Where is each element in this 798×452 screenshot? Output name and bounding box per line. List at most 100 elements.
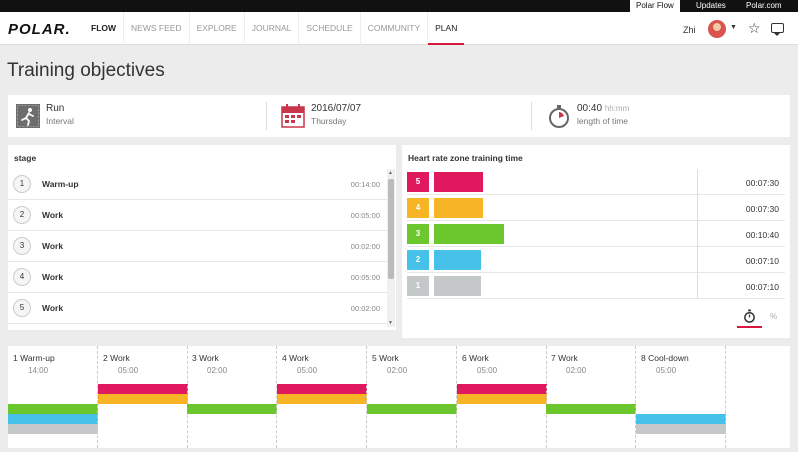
segment-number: 8 [641,353,646,363]
nav-news-feed[interactable]: NEWS FEED [123,12,189,45]
segment-divider [635,346,636,448]
stage-duration: 00:05:00 [350,211,380,220]
nav-schedule[interactable]: SCHEDULE [298,12,359,45]
segment-divider [187,346,188,448]
sport-name: Run [46,103,65,114]
main-nav: POLAR. FLOW NEWS FEED EXPLORE JOURNAL SC… [0,12,798,45]
segment-name: Work [289,353,309,363]
segment-name: Work [558,353,578,363]
timeline-segment[interactable]: 7 Work 02:00 [546,346,636,448]
zone-bar [434,172,483,192]
segment-name: Work [199,353,219,363]
zone-band [636,424,726,434]
zone-divider [697,221,698,247]
zone-divider [697,247,698,273]
segment-divider [456,346,457,448]
segment-number: 4 [282,353,287,363]
segment-label: 6 Work [462,353,489,363]
zone-row: 3 00:10:40 [407,221,785,247]
zone-number-badge: 2 [407,250,429,270]
segment-number: 5 [372,353,377,363]
segment-label: 1 Warm-up [13,353,55,363]
chevron-down-icon[interactable]: ▼ [730,24,737,31]
summary-duration: 00:40 hh:mm length of time [539,95,789,137]
star-icon[interactable]: ☆ [748,20,761,36]
zone-list: 5 00:07:30 4 00:07:30 3 00:10:40 2 00:07:10 1 00:… [407,169,785,299]
zone-row: 2 00:07:10 [407,247,785,273]
nav-explore[interactable]: EXPLORE [188,12,244,45]
username[interactable]: Zhi [683,25,696,35]
percent-toggle[interactable]: % [770,312,778,321]
zone-band [367,404,457,414]
zone-row: 5 00:07:30 [407,169,785,195]
stage-row[interactable]: 4 Work 00:05:00 [8,262,388,293]
timeline-segment[interactable]: 8 Cool-down 05:00 [636,346,726,448]
zone-band [277,394,367,404]
zone-bar [434,224,504,244]
stage-list[interactable]: 1 Warm-up 00:14:00 2 Work 00:05:00 3 Work 00:02:… [8,169,388,330]
stopwatch-toggle-icon[interactable] [743,309,756,323]
zone-bar [434,250,481,270]
stopwatch-icon [549,105,569,128]
stage-duration: 00:14:00 [350,180,380,189]
stage-name: Work [42,210,64,220]
timeline-segment[interactable]: 6 Work 05:00 [457,346,547,448]
stages-card: stage 1 Warm-up 00:14:00 2 Work 00:05:00 3 Work… [8,145,396,330]
polar-logo[interactable]: POLAR. [8,21,71,38]
nav-journal[interactable]: JOURNAL [243,12,299,45]
zone-view-toggle: % [737,308,787,330]
stage-duration: 00:05:00 [350,273,380,282]
zone-bar [434,276,481,296]
stage-row[interactable]: 5 Work 00:02:00 [8,293,388,324]
stage-row[interactable]: 1 Warm-up 00:14:00 [8,169,388,200]
timeline-segment[interactable]: 3 Work 02:00 [187,346,277,448]
top-link-polar-flow[interactable]: Polar Flow [630,0,680,12]
stage-row[interactable]: 2 Work 00:05:00 [8,200,388,231]
zone-divider [697,169,698,195]
zone-time: 00:10:40 [745,230,779,240]
segment-label: 4 Work [282,353,309,363]
nav-community[interactable]: COMMUNITY [359,12,427,45]
segment-duration: 05:00 [297,366,318,375]
stage-row[interactable]: 6Work00:05:00 [8,324,388,330]
top-link-updates[interactable]: Updates [696,1,726,10]
segment-divider [366,346,367,448]
segment-name: Work [469,353,489,363]
zone-band [98,394,188,404]
segment-number: 7 [551,353,556,363]
segment-divider [546,346,547,448]
zone-number-badge: 5 [407,172,429,192]
stage-list-scrollbar[interactable]: ▲ ▼ [387,169,395,327]
segment-name: Work [110,353,130,363]
scroll-thumb[interactable] [388,179,394,279]
duration-label: length of time [577,116,629,126]
stages-title: stage [14,153,37,163]
nav-items: FLOW NEWS FEED EXPLORE JOURNAL SCHEDULE … [84,12,465,45]
nav-flow[interactable]: FLOW [91,23,117,33]
timeline-segment[interactable]: 1 Warm-up 14:00 [8,346,98,448]
segment-number: 1 [13,353,18,363]
avatar[interactable] [708,20,726,38]
timeline-segment[interactable]: 2 Work 05:00 [98,346,188,448]
scroll-down-icon[interactable]: ▼ [388,320,393,326]
zone-number-badge: 3 [407,224,429,244]
segment-label: 3 Work [192,353,219,363]
workout-date: 2016/07/07 [311,103,362,114]
workout-weekday: Thursday [311,116,347,126]
zone-number-badge: 4 [407,198,429,218]
zone-band [636,414,726,424]
stage-duration: 00:02:00 [350,242,380,251]
segment-number: 3 [192,353,197,363]
timeline-segment[interactable]: 4 Work 05:00 [277,346,367,448]
segment-divider [725,346,726,448]
timeline-segment[interactable]: 5 Work 02:00 [367,346,457,448]
message-icon[interactable] [771,23,784,36]
segment-label: 8 Cool-down [641,353,689,363]
segment-divider [276,346,277,448]
stage-number: 3 [13,237,31,255]
segment-name: Work [379,353,399,363]
scroll-up-icon[interactable]: ▲ [388,170,393,176]
stage-row[interactable]: 3 Work 00:02:00 [8,231,388,262]
top-link-polar-com[interactable]: Polar.com [746,1,782,10]
nav-plan[interactable]: PLAN [427,12,465,45]
